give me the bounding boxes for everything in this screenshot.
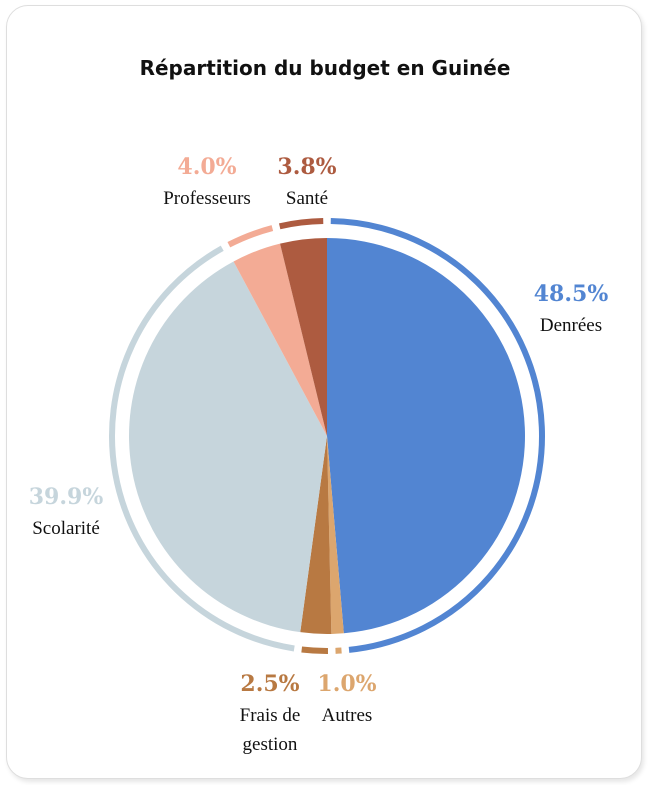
slice-label-sante: Santé <box>286 188 328 209</box>
pct-label-frais-de-gestion: 2.5% <box>240 671 299 697</box>
slice-label-scolarite: Scolarité <box>32 518 100 539</box>
ring-arc-sante <box>279 218 324 230</box>
ring-arc-scolarite <box>109 245 295 652</box>
chart-title: Répartition du budget en Guinée <box>139 56 511 80</box>
ring-arc-denrees <box>330 218 545 653</box>
pct-label-professeurs: 4.0% <box>177 154 236 180</box>
pie-slices <box>129 238 525 634</box>
ring-arc-professeurs <box>227 225 274 248</box>
slice-label-autres: Autres <box>322 705 373 726</box>
pie-slice-professeurs <box>233 243 327 436</box>
slice-label-frais-de-gestion: Frais de gestion <box>240 705 301 755</box>
pct-label-sante: 3.8% <box>277 154 336 180</box>
pie-slice-frais-de-gestion <box>300 436 332 634</box>
pie-slice-sante <box>280 238 327 436</box>
outer-ring-arcs <box>109 218 545 654</box>
pct-label-denrees: 48.5% <box>534 281 609 307</box>
pie-slice-autres <box>327 436 344 634</box>
ring-arc-frais-de-gestion <box>301 646 328 654</box>
pie-slice-scolarite <box>129 261 327 633</box>
pct-label-autres: 1.0% <box>317 671 376 697</box>
slice-label-denrees: Denrées <box>540 315 602 336</box>
pct-label-scolarite: 39.9% <box>29 484 104 510</box>
pie-slice-denrees <box>327 238 525 634</box>
slice-label-professeurs: Professeurs <box>163 188 251 209</box>
